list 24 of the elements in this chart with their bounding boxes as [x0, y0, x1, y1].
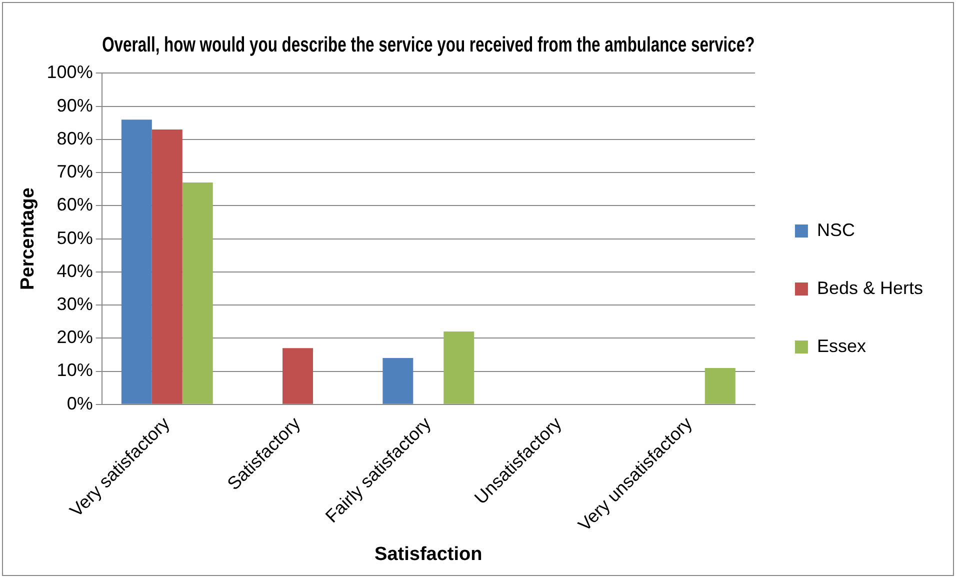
y-tick-label: 20% — [56, 327, 93, 348]
y-tick-label: 70% — [56, 162, 93, 182]
bar — [152, 130, 182, 404]
bar — [121, 120, 152, 404]
legend-label: NSC — [816, 220, 855, 240]
bar — [282, 348, 314, 404]
y-tick-label: 80% — [56, 128, 93, 148]
legend-label: Essex — [816, 336, 866, 356]
y-tick-label: 100% — [46, 62, 93, 82]
bar — [704, 368, 736, 404]
legend-label: Beds & Herts — [816, 278, 924, 298]
bar — [182, 182, 213, 404]
bar — [444, 332, 474, 404]
bar — [382, 358, 414, 404]
y-axis-title: Percentage — [18, 188, 39, 290]
y-tick-label: 50% — [56, 228, 93, 248]
chart-title: Overall, how would you describe the service you received from the ambulance service? — [102, 32, 755, 56]
y-tick-label: 10% — [56, 360, 93, 380]
y-tick-label: 40% — [56, 260, 93, 281]
y-tick-label: 90% — [56, 95, 93, 116]
x-axis-title: Satisfaction — [374, 544, 482, 565]
y-tick-label: 60% — [56, 194, 93, 215]
y-tick-label: 0% — [66, 393, 93, 414]
y-tick-label: 30% — [56, 294, 93, 314]
